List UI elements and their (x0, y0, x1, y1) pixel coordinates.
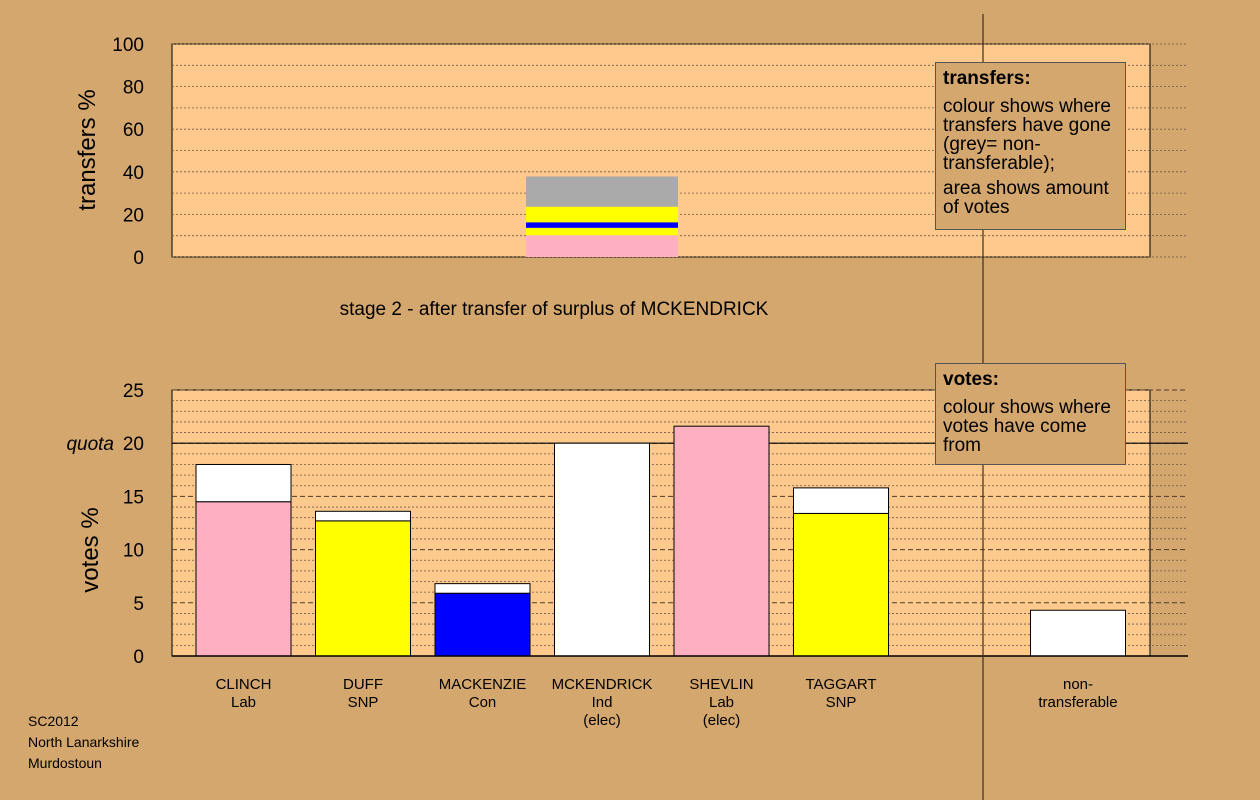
vote-bar-transferred-duff (315, 510, 411, 522)
candidate-party-label: Con (469, 694, 497, 711)
vote-bar-first-taggart (793, 512, 889, 657)
votes-y-tick-label: 25 (123, 381, 144, 402)
transfer-segment-lab (526, 235, 678, 257)
transfers-y-axis-title: transfers % (74, 89, 101, 210)
candidate-party-label: Lab (231, 694, 256, 711)
candidate-status-label: (elec) (583, 712, 621, 729)
non-transferable-label-line2: transferable (1038, 694, 1117, 711)
candidate-name-label: DUFF (343, 676, 383, 693)
transfers-y-tick-label: 80 (123, 78, 144, 99)
vote-bar-transferred-taggart (793, 487, 889, 514)
candidate-name-label: TAGGART (805, 676, 876, 693)
votes-y-tick-label: 5 (133, 594, 144, 615)
candidate-party-label: Lab (709, 694, 734, 711)
vote-bar-first-duff (315, 520, 411, 657)
vote-bar-transferred-mackenzie (434, 583, 531, 594)
votes-legend-text: colour shows where votes have come from (943, 397, 1111, 456)
quota-label: quota (66, 434, 114, 455)
vote-bar-transferred-clinch (195, 463, 292, 503)
candidate-status-label: (elec) (703, 712, 741, 729)
transfers-y-tick-label: 20 (123, 205, 144, 226)
candidate-name-label: MACKENZIE (439, 676, 527, 693)
footer-ward: Murdostoun (28, 755, 102, 771)
footer-council: North Lanarkshire (28, 734, 140, 750)
stage-caption: stage 2 - after transfer of surplus of M… (340, 299, 769, 320)
footer: SC2012 North Lanarkshire Murdostoun (28, 711, 139, 774)
candidate-name-label: MCKENDRICK (552, 676, 653, 693)
non-transferable-label-line1: non- (1063, 676, 1093, 693)
transfers-legend-area-text: area shows amount of votes (943, 178, 1109, 218)
vote-bar-non-transferable (1030, 609, 1126, 657)
votes-legend-title: votes: (943, 369, 999, 390)
vote-bar-transferred-mckendrick (554, 442, 650, 657)
transfers-legend: transfers: colour shows where transfers … (935, 62, 1126, 230)
transfer-segment-snp (526, 227, 678, 236)
transfer-segment-non-transferable (526, 176, 678, 207)
votes-y-tick-label: 10 (123, 541, 144, 562)
candidate-party-label: Ind (592, 694, 613, 711)
vote-bar-first-clinch (195, 501, 292, 657)
votes-y-tick-label: 20 (123, 434, 144, 455)
footer-year: SC2012 (28, 713, 79, 729)
transfer-segment-snp (526, 206, 678, 223)
transfers-y-tick-label: 40 (123, 163, 144, 184)
vote-bar-first-mackenzie (434, 592, 531, 657)
votes-y-tick-label: 0 (133, 647, 144, 668)
vote-bar-first-shevlin (673, 425, 770, 657)
transfers-y-tick-label: 60 (123, 120, 144, 141)
transfers-legend-text: colour shows where transfers have gone (… (943, 96, 1111, 174)
votes-y-tick-label: 15 (123, 487, 144, 508)
transfers-y-tick-label: 100 (112, 35, 144, 56)
transfer-segment-con (526, 222, 678, 228)
candidate-name-label: SHEVLIN (689, 676, 753, 693)
candidate-party-label: SNP (348, 694, 379, 711)
candidate-name-label: CLINCH (216, 676, 272, 693)
votes-legend: votes: colour shows where votes have com… (935, 363, 1126, 465)
transfers-legend-title: transfers: (943, 68, 1031, 89)
votes-y-axis-title: votes % (77, 507, 104, 592)
transfers-y-tick-label: 0 (133, 248, 144, 269)
candidate-party-label: SNP (826, 694, 857, 711)
